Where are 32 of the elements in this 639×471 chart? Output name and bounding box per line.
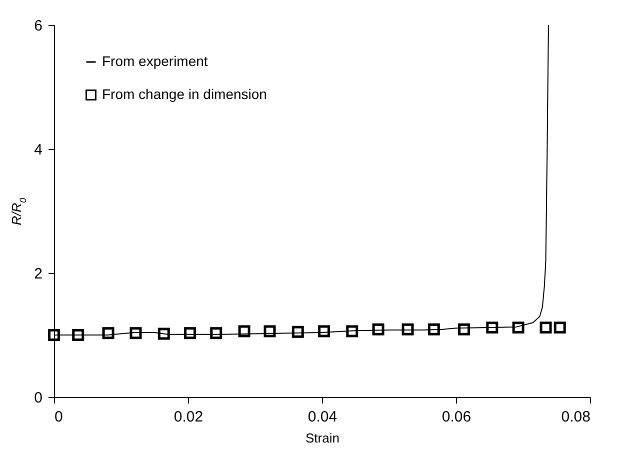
y-tick-label: 6 — [34, 18, 42, 34]
x-tick-label: 0.08 — [561, 408, 590, 426]
x-tick-label: 0 — [54, 408, 63, 426]
point — [102, 327, 114, 340]
legend-label: From experiment — [102, 53, 208, 69]
point — [210, 327, 222, 340]
y-tick-label: 4 — [34, 142, 42, 158]
point — [540, 322, 552, 334]
point — [238, 325, 250, 338]
point — [158, 328, 170, 340]
point — [184, 327, 196, 340]
x-tick-label: 0.06 — [442, 408, 472, 426]
y-tick-label: 2 — [34, 266, 42, 282]
point — [372, 323, 384, 336]
point — [428, 323, 440, 336]
point — [318, 325, 330, 338]
legend-label: From change in dimension — [102, 86, 267, 102]
y-tick-label: 0 — [34, 390, 42, 406]
point — [512, 322, 524, 334]
x-axis-title: Strain — [306, 430, 340, 446]
point — [72, 329, 84, 341]
point — [346, 325, 358, 338]
point — [402, 323, 414, 336]
x-tick-label: 0.02 — [174, 408, 204, 426]
point — [130, 327, 142, 340]
point — [264, 325, 276, 338]
point — [458, 323, 470, 336]
point — [554, 322, 566, 334]
point — [48, 329, 60, 341]
x-tick-label: 0.04 — [308, 408, 338, 426]
point — [292, 326, 304, 338]
point — [486, 322, 498, 334]
